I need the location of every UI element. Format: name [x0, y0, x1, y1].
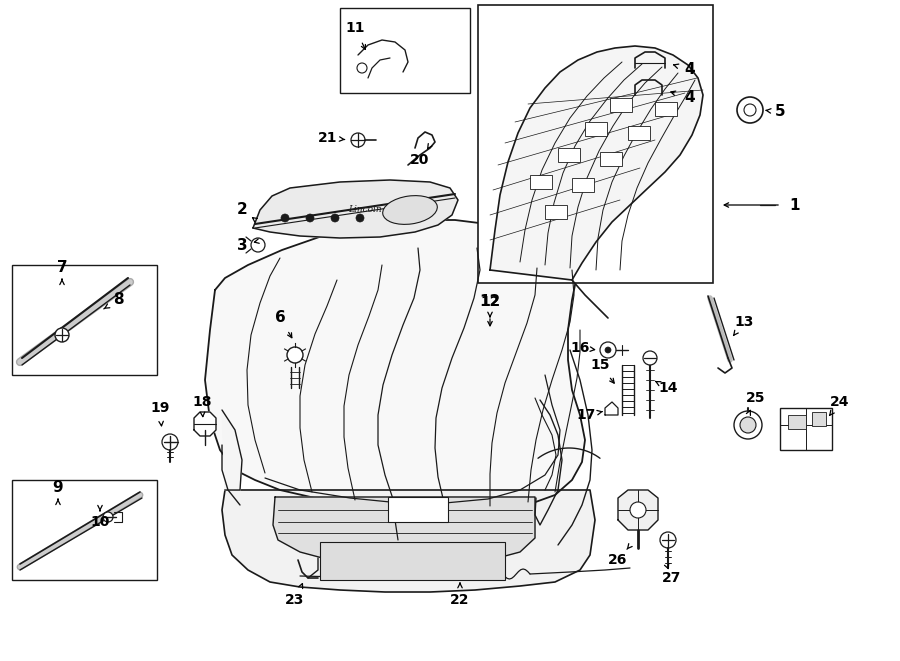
Text: 15: 15: [590, 358, 610, 372]
Bar: [572, 178, 594, 192]
Polygon shape: [194, 412, 216, 436]
Bar: [788, 415, 806, 429]
Text: 23: 23: [285, 593, 305, 607]
Bar: [655, 102, 677, 116]
Text: 5: 5: [775, 104, 786, 120]
Circle shape: [630, 502, 646, 518]
Text: 26: 26: [608, 553, 627, 567]
Circle shape: [740, 417, 756, 433]
Polygon shape: [222, 410, 242, 490]
Text: 4: 4: [685, 91, 696, 106]
Text: 13: 13: [734, 315, 753, 329]
Polygon shape: [618, 490, 658, 530]
Circle shape: [306, 214, 314, 222]
Circle shape: [331, 214, 339, 222]
Circle shape: [744, 104, 756, 116]
Bar: [545, 205, 567, 219]
Text: 22: 22: [450, 593, 470, 607]
Text: 2: 2: [237, 202, 248, 217]
Circle shape: [287, 347, 303, 363]
Text: 12: 12: [480, 295, 500, 309]
Ellipse shape: [382, 196, 437, 224]
Bar: [530, 175, 552, 189]
Bar: [340, 8, 470, 93]
Text: 10: 10: [90, 515, 110, 529]
Circle shape: [351, 133, 365, 147]
Text: 12: 12: [481, 295, 500, 309]
Text: 24: 24: [830, 395, 850, 409]
Circle shape: [600, 342, 616, 358]
Circle shape: [605, 347, 611, 353]
Text: 3: 3: [237, 237, 248, 253]
Polygon shape: [222, 490, 595, 592]
Text: 17: 17: [576, 408, 596, 422]
Circle shape: [103, 512, 113, 522]
Circle shape: [251, 238, 265, 252]
Text: Lincoln: Lincoln: [348, 206, 382, 215]
Circle shape: [357, 63, 367, 73]
Text: 14: 14: [658, 381, 678, 395]
Bar: [320, 542, 505, 580]
Text: 27: 27: [662, 571, 681, 585]
Bar: [600, 152, 622, 166]
Bar: [610, 98, 632, 112]
Text: 1: 1: [790, 198, 800, 212]
Bar: [585, 122, 607, 136]
Text: 21: 21: [319, 131, 338, 145]
Bar: [12, 480, 157, 580]
Bar: [812, 412, 826, 426]
Text: 18: 18: [193, 395, 212, 409]
Text: 4: 4: [685, 63, 696, 77]
Text: 9: 9: [53, 481, 63, 496]
Circle shape: [737, 97, 763, 123]
Polygon shape: [490, 46, 703, 280]
Text: 25: 25: [746, 391, 766, 405]
Circle shape: [356, 214, 364, 222]
Circle shape: [162, 434, 178, 450]
Bar: [12, 265, 157, 375]
Polygon shape: [205, 220, 585, 513]
Bar: [628, 126, 650, 140]
Text: 8: 8: [112, 293, 123, 307]
Bar: [478, 5, 713, 283]
Circle shape: [55, 328, 69, 342]
Text: 20: 20: [410, 153, 429, 167]
Circle shape: [734, 411, 762, 439]
Text: 11: 11: [346, 21, 365, 35]
Text: 19: 19: [150, 401, 170, 415]
Circle shape: [660, 532, 676, 548]
Text: 7: 7: [57, 260, 68, 276]
Bar: [780, 408, 832, 450]
Circle shape: [643, 351, 657, 365]
Bar: [388, 497, 448, 522]
Text: 6: 6: [274, 311, 285, 325]
Circle shape: [281, 214, 289, 222]
Polygon shape: [273, 497, 535, 564]
Polygon shape: [605, 402, 618, 415]
Polygon shape: [253, 180, 458, 238]
Bar: [558, 148, 580, 162]
Text: 16: 16: [571, 341, 590, 355]
